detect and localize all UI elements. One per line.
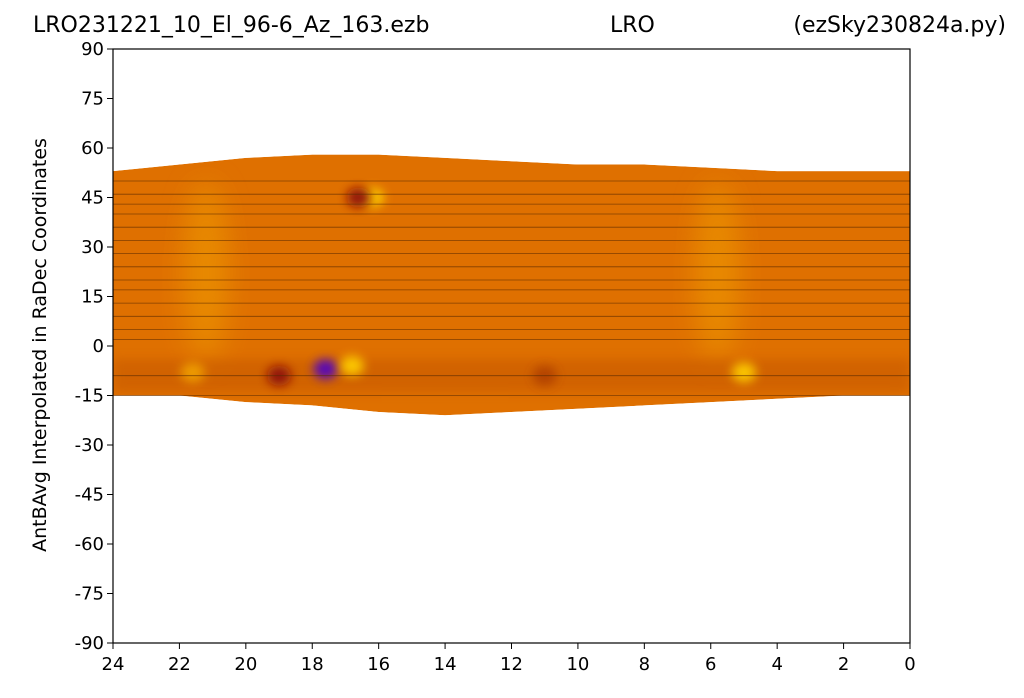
x-tick-label: 12 xyxy=(500,654,523,675)
x-tick-label: 2 xyxy=(838,654,849,675)
spot-feature xyxy=(180,362,205,383)
y-tick-label: -30 xyxy=(75,435,104,456)
x-tick-label: 20 xyxy=(234,654,257,675)
x-tick-label: 4 xyxy=(771,654,782,675)
header-station: LRO xyxy=(610,13,655,38)
x-tick-label: 14 xyxy=(434,654,457,675)
y-tick-label: 60 xyxy=(81,138,104,159)
header-filename: LRO231221_10_El_96-6_Az_163.ezb xyxy=(33,13,430,38)
y-tick-label: 0 xyxy=(93,336,104,357)
y-tick-label: -45 xyxy=(75,485,104,506)
coverage-region xyxy=(113,154,910,416)
y-axis: 90 75 60 45 30 15 0 -15 -30 -45 -60 -75 -90 xyxy=(75,39,113,654)
spot-feature xyxy=(340,355,365,376)
x-tick-label: 6 xyxy=(705,654,716,675)
x-tick-label: 0 xyxy=(904,654,915,675)
y-tick-label: 75 xyxy=(81,89,104,110)
y-tick-label: -15 xyxy=(75,386,104,407)
x-axis: 24 22 20 18 16 14 12 10 8 6 4 2 0 xyxy=(102,643,916,675)
spot-feature xyxy=(313,359,338,380)
y-tick-label: 30 xyxy=(81,237,104,258)
ridge-feature xyxy=(183,181,228,363)
y-tick-label: 15 xyxy=(81,287,104,308)
x-tick-label: 8 xyxy=(639,654,650,675)
header-script: (ezSky230824a.py) xyxy=(793,13,1006,38)
spot-feature xyxy=(346,187,371,208)
y-tick-label: -75 xyxy=(75,584,104,605)
heatmap-area xyxy=(113,154,910,416)
x-tick-label: 16 xyxy=(367,654,390,675)
spot-feature xyxy=(731,362,756,383)
scan-lines xyxy=(113,180,910,396)
x-tick-label: 18 xyxy=(301,654,324,675)
y-tick-label: -90 xyxy=(75,633,104,654)
x-tick-label: 10 xyxy=(566,654,589,675)
ridge-feature xyxy=(695,181,740,363)
y-tick-label: -60 xyxy=(75,534,104,555)
y-tick-label: 90 xyxy=(81,39,104,60)
x-tick-label: 22 xyxy=(168,654,191,675)
x-tick-label: 24 xyxy=(102,654,125,675)
y-tick-label: 45 xyxy=(81,188,104,209)
